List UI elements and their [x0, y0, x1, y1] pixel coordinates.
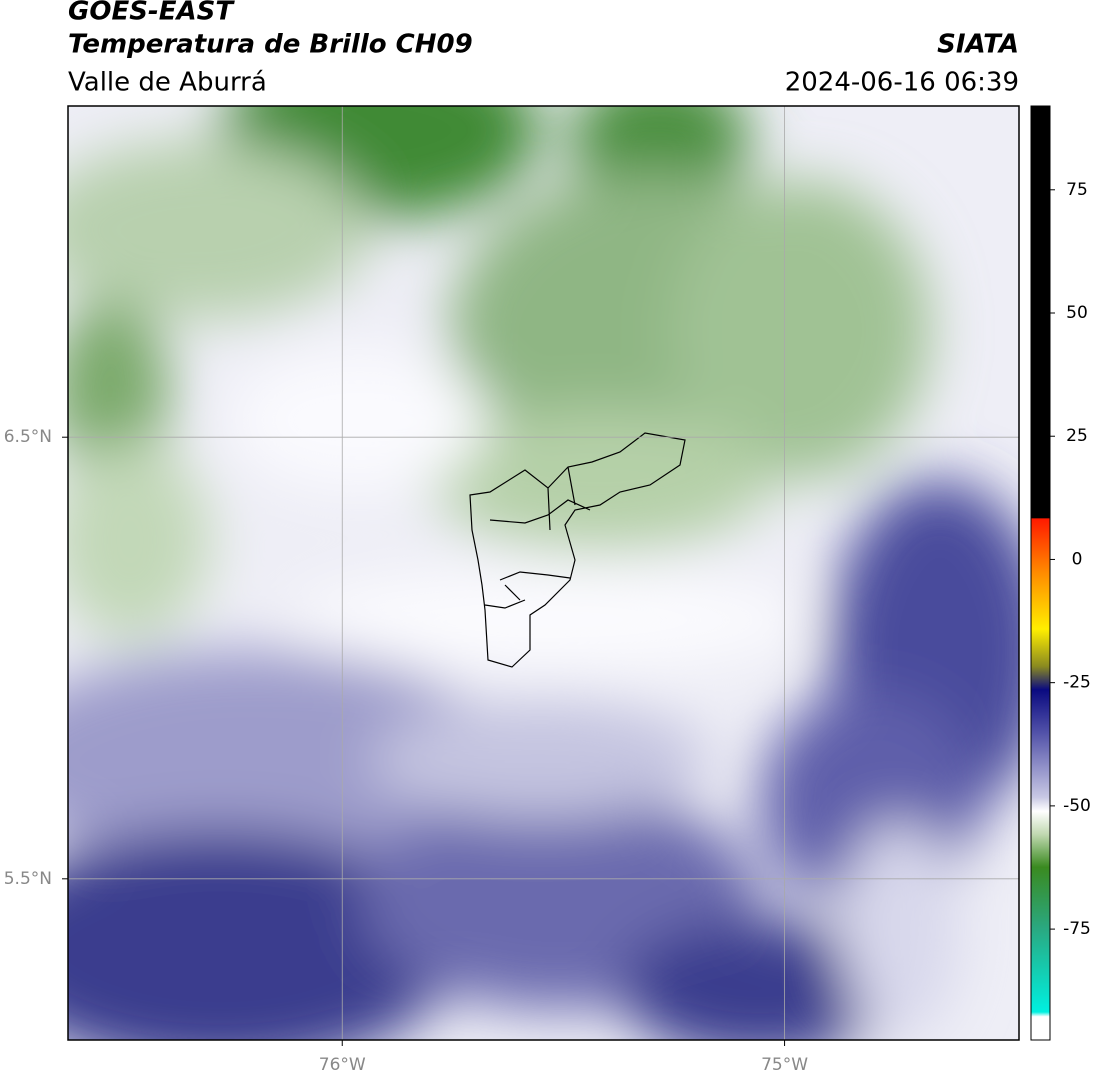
colorbar-tick-label: 50 — [1066, 303, 1088, 323]
x-tick-label: 76°W — [319, 1055, 366, 1075]
region: Valle de Aburrá — [68, 68, 267, 98]
colorbar-tick-label: -25 — [1063, 673, 1091, 693]
title: GOES-EAST — [68, 0, 235, 27]
datetime: 2024-06-16 06:39 — [785, 68, 1019, 98]
municipality-outlines — [469, 432, 686, 668]
colorbar-tick-label: 25 — [1066, 426, 1088, 446]
colorbar — [1030, 105, 1051, 1041]
y-tick-label: 5.5°N — [4, 869, 52, 889]
colorbar-tick-label: 75 — [1066, 180, 1088, 200]
satellite-image — [68, 106, 1019, 1040]
x-tick-label: 75°W — [761, 1055, 808, 1075]
grid — [68, 106, 1019, 1040]
y-tick-label: 6.5°N — [4, 427, 52, 447]
colorbar-tick-label: 0 — [1072, 549, 1083, 569]
colorbar-tick-label: -75 — [1063, 919, 1091, 939]
colorbar-tick-label: -50 — [1063, 796, 1091, 816]
source: SIATA — [937, 30, 1019, 60]
map-frame — [67, 105, 1020, 1041]
subtitle: Temperatura de Brillo CH09 — [68, 30, 473, 60]
